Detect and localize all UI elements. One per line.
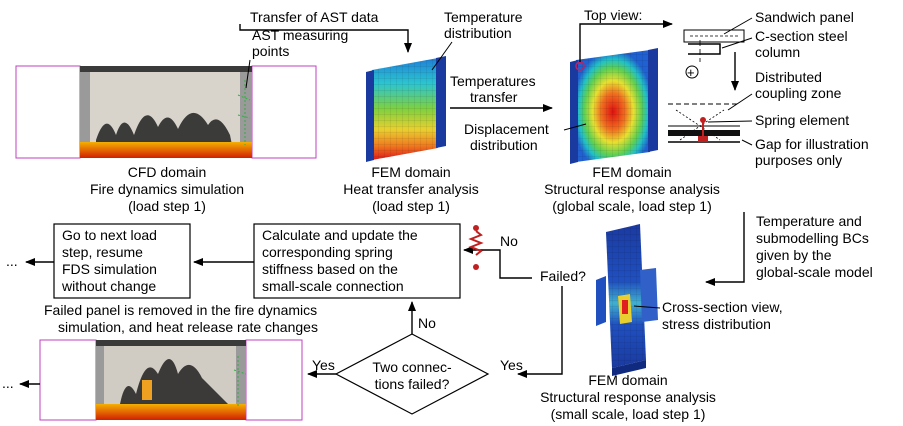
submodel-stress-model: [596, 224, 658, 376]
next-line-4: without change: [61, 278, 156, 294]
ast-transfer-label: Transfer of AST data: [250, 9, 379, 25]
bcs-label-3: given by the: [756, 247, 832, 263]
ast-points-pointer: [245, 59, 251, 89]
gap-label-1: Gap for illustration: [755, 136, 869, 152]
calc-line-1: Calculate and update the: [262, 227, 418, 243]
bcs-label-2: submodelling BCs: [756, 230, 869, 246]
failed-question: Failed?: [540, 268, 586, 284]
temp-dist-label-2: distribution: [444, 25, 512, 41]
cross-section-label-1: Cross-section view,: [662, 299, 783, 315]
csection-label-1: C-section steel: [755, 28, 848, 44]
next-line-2: step, resume: [62, 244, 143, 260]
global-structural-model: [570, 48, 658, 164]
gap-pointer: [741, 139, 753, 146]
submodel-domain-sub2: (small scale, load step 1): [551, 406, 706, 422]
coupling-pointer: [727, 93, 753, 111]
cfd-domain-sub1: Fire dynamics simulation: [90, 181, 244, 197]
spring-icon: [468, 225, 484, 270]
heat-transfer-model: [366, 56, 446, 162]
dots-2: ...: [2, 375, 14, 391]
failed-no-arrow: [463, 246, 532, 279]
submodel-domain-title: FEM domain: [588, 372, 667, 388]
cfd-domain-bottom: [39, 339, 303, 421]
heat-domain-sub1: Heat transfer analysis: [343, 181, 478, 197]
temp-dist-pointer: [431, 41, 453, 71]
cfd-domain-sub2: (load step 1): [128, 198, 206, 214]
calc-line-4: small-scale connection: [262, 278, 404, 294]
cross-section-pointer: [633, 305, 661, 309]
disp-dist-label-2: distribution: [470, 137, 538, 153]
temp-dist-label-1: Temperature: [444, 9, 523, 25]
failed-yes-arrow: [517, 286, 563, 378]
temps-transfer-label-2: transfer: [470, 89, 518, 105]
yes-label-1: Yes: [312, 357, 335, 373]
csection-label-2: column: [755, 44, 800, 60]
disp-dist-label-1: Displacement: [464, 121, 549, 137]
cfd-domain-top: [15, 65, 317, 159]
disp-dist-pointer: [563, 123, 587, 131]
bcs-label-4: global-scale model: [756, 264, 873, 280]
next-line-1: Go to next load: [62, 227, 157, 243]
calculate-box: [253, 223, 461, 299]
cross-section-label-2: stress distribution: [662, 316, 771, 332]
csection-pointer: [721, 37, 753, 49]
next-step-box: [53, 223, 191, 299]
zoom-plus-icon: +: [687, 65, 695, 80]
bcs-arrow: [705, 212, 745, 286]
sandwich-panel-label: Sandwich panel: [755, 9, 854, 25]
heat-domain-sub2: (load step 1): [372, 198, 450, 214]
ast-points-label-2: points: [252, 43, 289, 59]
two-connections-diamond: [334, 333, 490, 415]
coupling-label-1: Distributed: [755, 69, 822, 85]
yes-label-2: Yes: [500, 357, 523, 373]
heat-domain-title: FEM domain: [371, 164, 450, 180]
top-view-arrow: [579, 20, 673, 62]
temps-transfer-label-1: Temperatures: [450, 73, 536, 89]
next-line-3: FDS simulation: [62, 261, 157, 277]
global-domain-sub1: Structural response analysis: [544, 181, 720, 197]
two-conn-line-2: tions failed?: [375, 376, 450, 392]
top-view-label: Top view:: [584, 7, 642, 23]
calc-line-2: corresponding spring: [262, 244, 393, 260]
removed-line-1: Failed panel is removed in the fire dyna…: [44, 302, 317, 318]
global-domain-title: FEM domain: [592, 164, 671, 180]
bcs-label-1: Temperature and: [756, 213, 862, 229]
ast-points-label-1: AST measuring: [252, 27, 348, 43]
dots-1: ...: [6, 253, 18, 269]
gap-label-2: purposes only: [755, 152, 842, 168]
sandwich-pointer: [723, 17, 753, 35]
calc-line-3: stiffness based on the: [262, 261, 398, 277]
coupling-label-2: coupling zone: [755, 85, 842, 101]
no-label-2: No: [418, 315, 436, 331]
global-domain-sub2: (global scale, load step 1): [552, 198, 712, 214]
connection-detail: +: [668, 29, 745, 143]
no-label-1: No: [500, 233, 518, 249]
two-conn-line-1: Two connec-: [372, 359, 452, 375]
cfd-domain-title: CFD domain: [128, 164, 207, 180]
ast-transfer-arrow: [239, 24, 412, 53]
submodel-domain-sub1: Structural response analysis: [540, 389, 716, 405]
spring-pointer: [707, 120, 753, 123]
spring-element-label: Spring element: [755, 112, 849, 128]
removed-line-2: simulation, and heat release rate change…: [58, 319, 318, 335]
